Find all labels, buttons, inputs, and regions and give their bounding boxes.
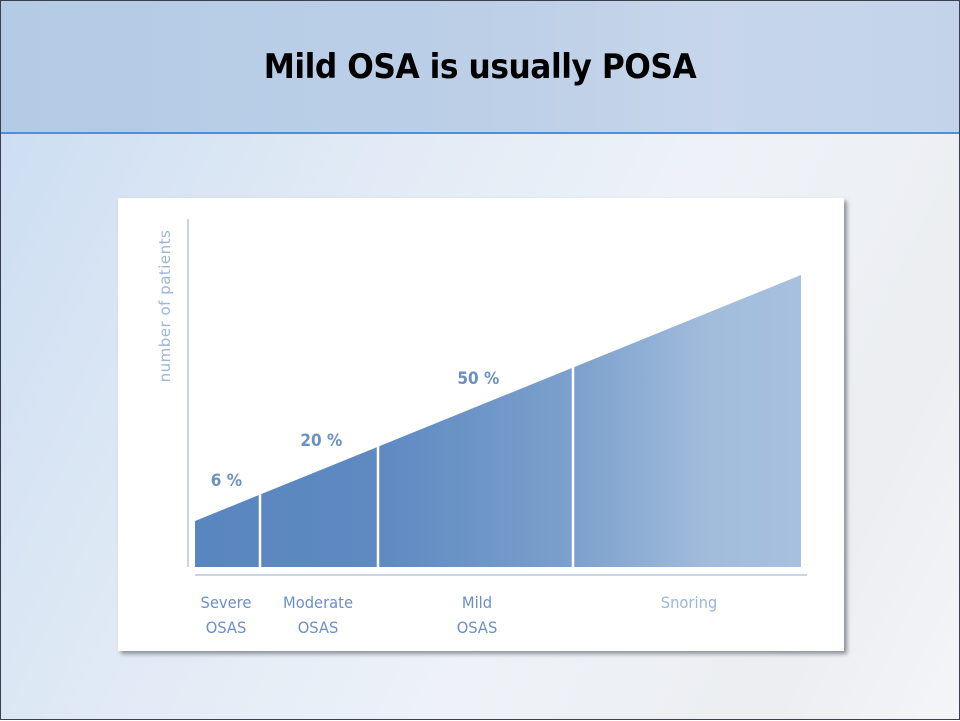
- category-severe-line2: OSAS: [205, 618, 247, 637]
- patients-area: [195, 275, 801, 567]
- category-snoring: Snoring: [648, 590, 731, 615]
- category-severe: Severe OSAS: [194, 590, 258, 640]
- category-moderate-line1: Moderate: [282, 593, 354, 612]
- category-mild: Mild OSAS: [445, 590, 509, 640]
- category-severe-line1: Severe: [200, 593, 252, 612]
- category-moderate: Moderate OSAS: [273, 590, 363, 640]
- percent-label-severe: 6 %: [210, 471, 243, 491]
- category-mild-line2: OSAS: [456, 618, 498, 637]
- title-bar: Mild OSA is usually POSA: [1, 1, 959, 134]
- category-moderate-line2: OSAS: [297, 618, 339, 637]
- category-snoring-line1: Snoring: [660, 593, 718, 612]
- category-mild-line1: Mild: [461, 593, 493, 612]
- y-axis-label: number of patients: [156, 229, 174, 383]
- percent-label-moderate: 20 %: [300, 431, 343, 451]
- slide-title: Mild OSA is usually POSA: [263, 47, 697, 87]
- percent-label-mild: 50 %: [457, 369, 500, 389]
